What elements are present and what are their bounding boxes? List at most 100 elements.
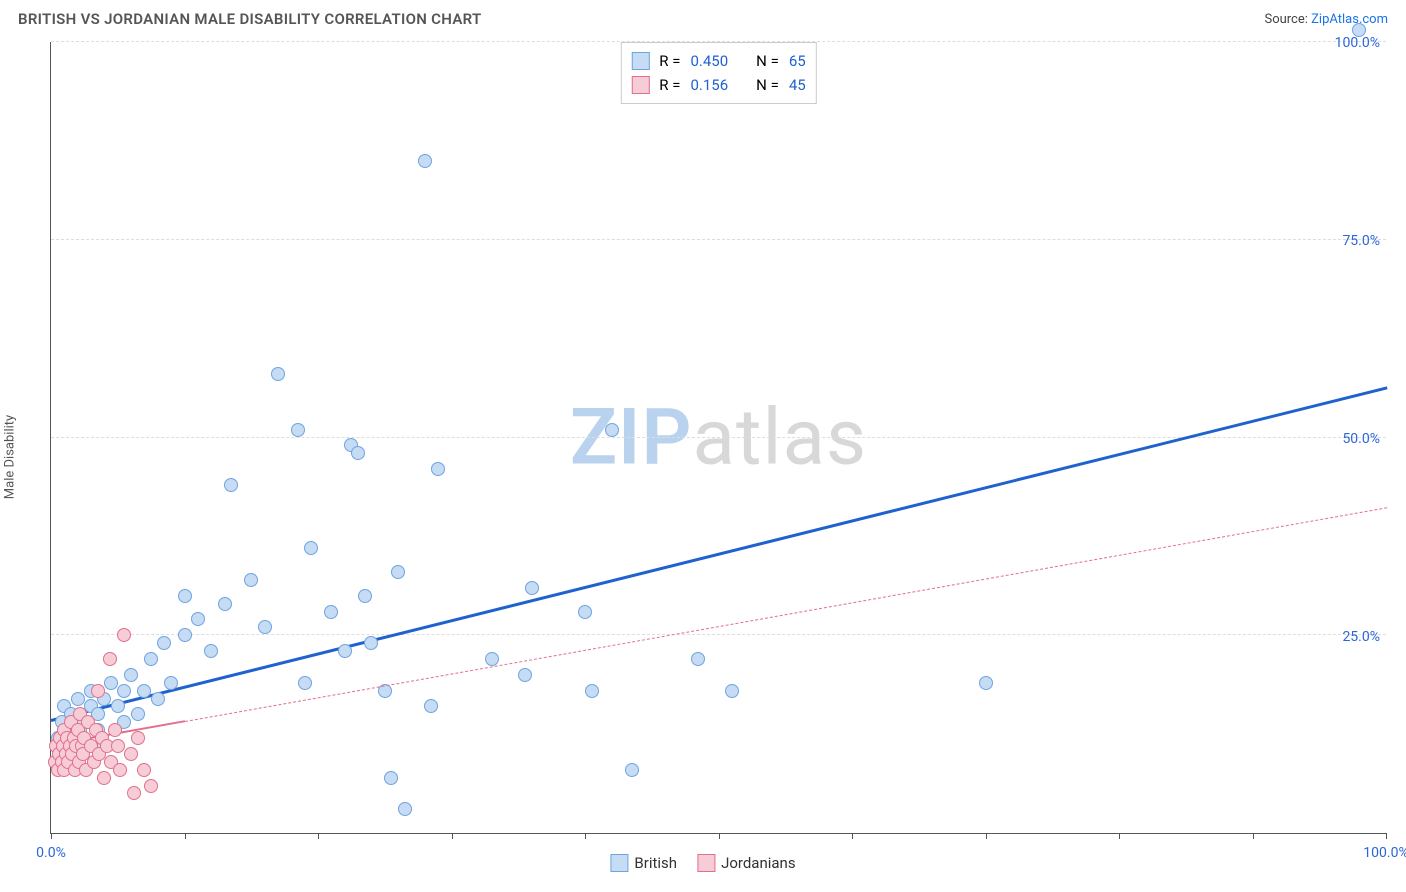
y-tick-label: 25.0% bbox=[1342, 629, 1380, 645]
data-point bbox=[525, 581, 539, 595]
x-tick bbox=[585, 833, 586, 839]
data-point bbox=[117, 628, 131, 642]
data-point bbox=[578, 605, 592, 619]
data-point bbox=[108, 723, 122, 737]
x-tick bbox=[1253, 833, 1254, 839]
data-point bbox=[338, 644, 352, 658]
x-tick bbox=[185, 833, 186, 839]
data-point bbox=[131, 731, 145, 745]
data-point bbox=[103, 652, 117, 666]
r-value-british: 0.450 bbox=[690, 49, 728, 73]
data-point bbox=[191, 612, 205, 626]
data-point bbox=[725, 684, 739, 698]
data-point bbox=[131, 707, 145, 721]
n-label: N = bbox=[756, 73, 779, 97]
source-link[interactable]: ZipAtlas.com bbox=[1311, 12, 1388, 27]
data-point bbox=[204, 644, 218, 658]
x-tick bbox=[1119, 833, 1120, 839]
data-point bbox=[258, 620, 272, 634]
x-tick bbox=[318, 833, 319, 839]
data-point bbox=[144, 779, 158, 793]
x-tick-label: 100.0% bbox=[1363, 845, 1406, 861]
data-point bbox=[124, 668, 138, 682]
swatch-jordanian bbox=[631, 76, 649, 94]
x-tick bbox=[51, 833, 52, 839]
data-point bbox=[291, 423, 305, 437]
swatch-jordanian-icon bbox=[697, 854, 715, 872]
n-label: N = bbox=[756, 49, 779, 73]
data-point bbox=[324, 605, 338, 619]
data-point bbox=[137, 763, 151, 777]
legend-item-british: British bbox=[610, 854, 677, 872]
gridline bbox=[51, 239, 1386, 240]
data-point bbox=[91, 684, 105, 698]
source-citation: Source: ZipAtlas.com bbox=[1264, 12, 1388, 27]
data-point bbox=[164, 676, 178, 690]
data-point bbox=[244, 573, 258, 587]
data-point bbox=[605, 423, 619, 437]
legend-label-british: British bbox=[634, 854, 677, 872]
data-point bbox=[625, 763, 639, 777]
data-point bbox=[111, 699, 125, 713]
data-point bbox=[127, 786, 141, 800]
legend-stats-row-british: R = 0.450 N = 65 bbox=[631, 49, 805, 73]
legend-stats-box: R = 0.450 N = 65 R = 0.156 N = 45 bbox=[620, 42, 816, 104]
chart-title: BRITISH VS JORDANIAN MALE DISABILITY COR… bbox=[18, 10, 482, 28]
watermark: ZIPatlas bbox=[570, 392, 867, 483]
data-point bbox=[178, 628, 192, 642]
y-tick-label: 50.0% bbox=[1342, 431, 1380, 447]
data-point bbox=[178, 589, 192, 603]
data-point bbox=[384, 771, 398, 785]
y-axis-label: Male Disability bbox=[3, 415, 18, 499]
data-point bbox=[364, 636, 378, 650]
data-point bbox=[97, 771, 111, 785]
data-point bbox=[124, 747, 138, 761]
data-point bbox=[1352, 23, 1366, 37]
gridline bbox=[51, 41, 1386, 42]
data-point bbox=[111, 739, 125, 753]
data-point bbox=[351, 446, 365, 460]
x-tick bbox=[719, 833, 720, 839]
data-point bbox=[298, 676, 312, 690]
data-point bbox=[304, 541, 318, 555]
chart-header: BRITISH VS JORDANIAN MALE DISABILITY COR… bbox=[0, 0, 1406, 32]
data-point bbox=[358, 589, 372, 603]
gridline bbox=[51, 634, 1386, 635]
n-value-british: 65 bbox=[789, 49, 806, 73]
source-prefix: Source: bbox=[1264, 12, 1311, 27]
data-point bbox=[151, 692, 165, 706]
x-tick-label: 0.0% bbox=[36, 845, 66, 861]
data-point bbox=[271, 367, 285, 381]
data-point bbox=[113, 763, 127, 777]
data-point bbox=[218, 597, 232, 611]
swatch-british-icon bbox=[610, 854, 628, 872]
data-point bbox=[71, 692, 85, 706]
data-point bbox=[518, 668, 532, 682]
data-point bbox=[117, 684, 131, 698]
data-point bbox=[979, 676, 993, 690]
x-tick bbox=[986, 833, 987, 839]
data-point bbox=[431, 462, 445, 476]
plot-area: ZIPatlas R = 0.450 N = 65 R = 0.156 N = … bbox=[50, 42, 1386, 834]
trend-line bbox=[184, 507, 1387, 722]
data-point bbox=[585, 684, 599, 698]
data-point bbox=[144, 652, 158, 666]
data-point bbox=[224, 478, 238, 492]
watermark-atlas: atlas bbox=[693, 392, 868, 483]
r-value-jordanian: 0.156 bbox=[690, 73, 728, 97]
swatch-british bbox=[631, 52, 649, 70]
chart-container: Male Disability ZIPatlas R = 0.450 N = 6… bbox=[0, 32, 1406, 882]
data-point bbox=[398, 802, 412, 816]
n-value-jordanian: 45 bbox=[789, 73, 806, 97]
data-point bbox=[391, 565, 405, 579]
legend-bottom: British Jordanians bbox=[610, 854, 795, 872]
x-tick bbox=[1386, 833, 1387, 839]
r-label: R = bbox=[659, 49, 680, 73]
x-tick bbox=[452, 833, 453, 839]
data-point bbox=[424, 699, 438, 713]
y-tick-label: 100.0% bbox=[1335, 35, 1380, 51]
legend-item-jordanian: Jordanians bbox=[697, 854, 796, 872]
data-point bbox=[137, 684, 151, 698]
legend-label-jordanian: Jordanians bbox=[721, 854, 796, 872]
watermark-zip: ZIP bbox=[570, 392, 693, 483]
